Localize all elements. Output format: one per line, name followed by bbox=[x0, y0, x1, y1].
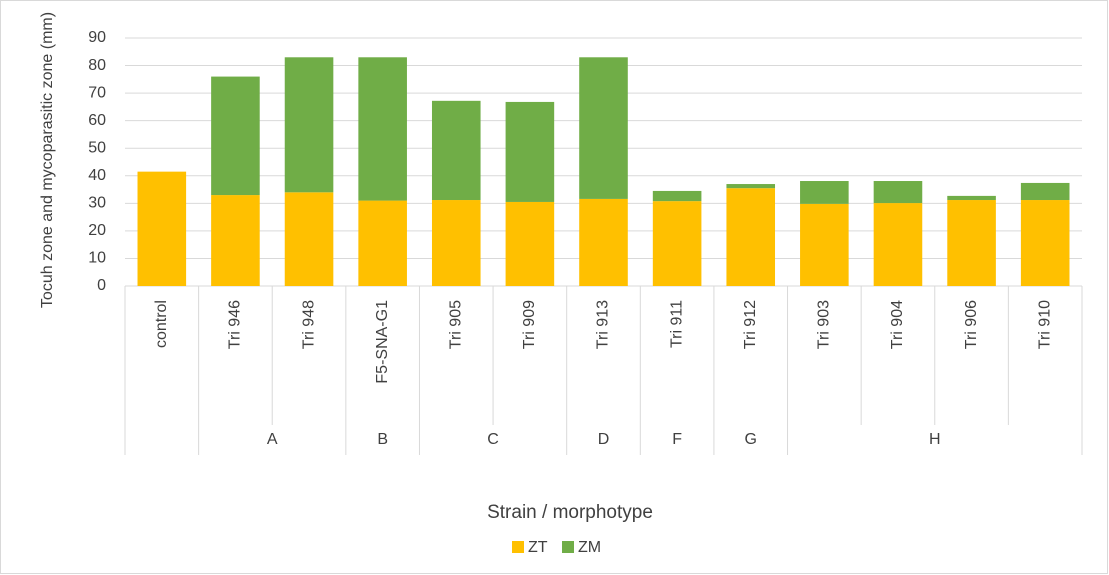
bar-segment bbox=[431, 200, 481, 286]
bar-segment bbox=[726, 184, 776, 189]
legend-swatch bbox=[562, 541, 574, 553]
bar-segment bbox=[284, 57, 334, 193]
y-tick-label: 0 bbox=[97, 277, 106, 294]
bar-segment bbox=[358, 57, 407, 201]
bar-segment bbox=[947, 195, 996, 201]
bar-segment bbox=[431, 100, 481, 201]
y-tick-label: 90 bbox=[88, 29, 106, 46]
bar-segment bbox=[358, 200, 407, 286]
y-tick-label: 70 bbox=[88, 84, 106, 101]
bar-segment bbox=[800, 203, 849, 286]
bar-segment bbox=[800, 181, 849, 204]
bar-segment bbox=[1020, 200, 1070, 286]
group-label: A bbox=[267, 431, 278, 448]
x-tick-label: control bbox=[153, 300, 170, 348]
bar-segment bbox=[873, 181, 923, 204]
bar-segment bbox=[947, 200, 996, 286]
bar-segment bbox=[579, 198, 628, 286]
legend-label: ZT bbox=[528, 539, 548, 556]
bar-segment bbox=[652, 201, 702, 286]
x-tick-label: Tri 948 bbox=[300, 300, 317, 349]
x-tick-label: Tri 946 bbox=[227, 300, 244, 349]
group-label: D bbox=[598, 431, 610, 448]
x-axis-label: Strain / morphotype bbox=[487, 502, 653, 523]
group-label: C bbox=[487, 431, 499, 448]
group-label: G bbox=[745, 431, 757, 448]
x-tick-label: Tri 912 bbox=[742, 300, 759, 349]
bar-segment bbox=[726, 188, 776, 286]
bar-segment bbox=[284, 192, 334, 286]
x-tick-label: Tri 913 bbox=[595, 300, 612, 349]
group-label: F bbox=[672, 431, 682, 448]
y-tick-label: 10 bbox=[88, 250, 106, 267]
legend-label: ZM bbox=[578, 539, 601, 556]
y-axis-label: Tocuh zone and mycoparasitic zone (mm) bbox=[39, 12, 56, 308]
x-tick-label: Tri 904 bbox=[889, 300, 906, 349]
bar-segment bbox=[137, 171, 187, 286]
y-tick-label: 30 bbox=[88, 195, 106, 212]
x-tick-label: Tri 909 bbox=[521, 300, 538, 349]
bar-segment bbox=[211, 76, 260, 196]
bar-segment bbox=[579, 57, 628, 199]
y-tick-label: 20 bbox=[88, 222, 106, 239]
bar-segment bbox=[1020, 182, 1070, 201]
bar-segment bbox=[211, 195, 260, 286]
group-label: H bbox=[929, 431, 941, 448]
group-label: B bbox=[377, 431, 388, 448]
y-tick-label: 50 bbox=[88, 139, 106, 156]
legend-swatch bbox=[512, 541, 524, 553]
x-tick-label: Tri 911 bbox=[668, 300, 685, 348]
y-tick-label: 40 bbox=[88, 167, 106, 184]
x-tick-label: Tri 906 bbox=[963, 300, 980, 349]
bar-segment bbox=[505, 201, 555, 286]
x-tick-label: F5-SNA-G1 bbox=[374, 300, 391, 384]
y-tick-label: 80 bbox=[88, 57, 106, 74]
x-tick-label: Tri 903 bbox=[816, 300, 833, 349]
bar-segment bbox=[505, 101, 555, 202]
bar-segment bbox=[652, 190, 702, 202]
x-tick-label: Tri 905 bbox=[447, 300, 464, 349]
x-tick-label: Tri 910 bbox=[1036, 300, 1053, 349]
bar-segment bbox=[873, 203, 923, 286]
y-tick-label: 60 bbox=[88, 112, 106, 129]
